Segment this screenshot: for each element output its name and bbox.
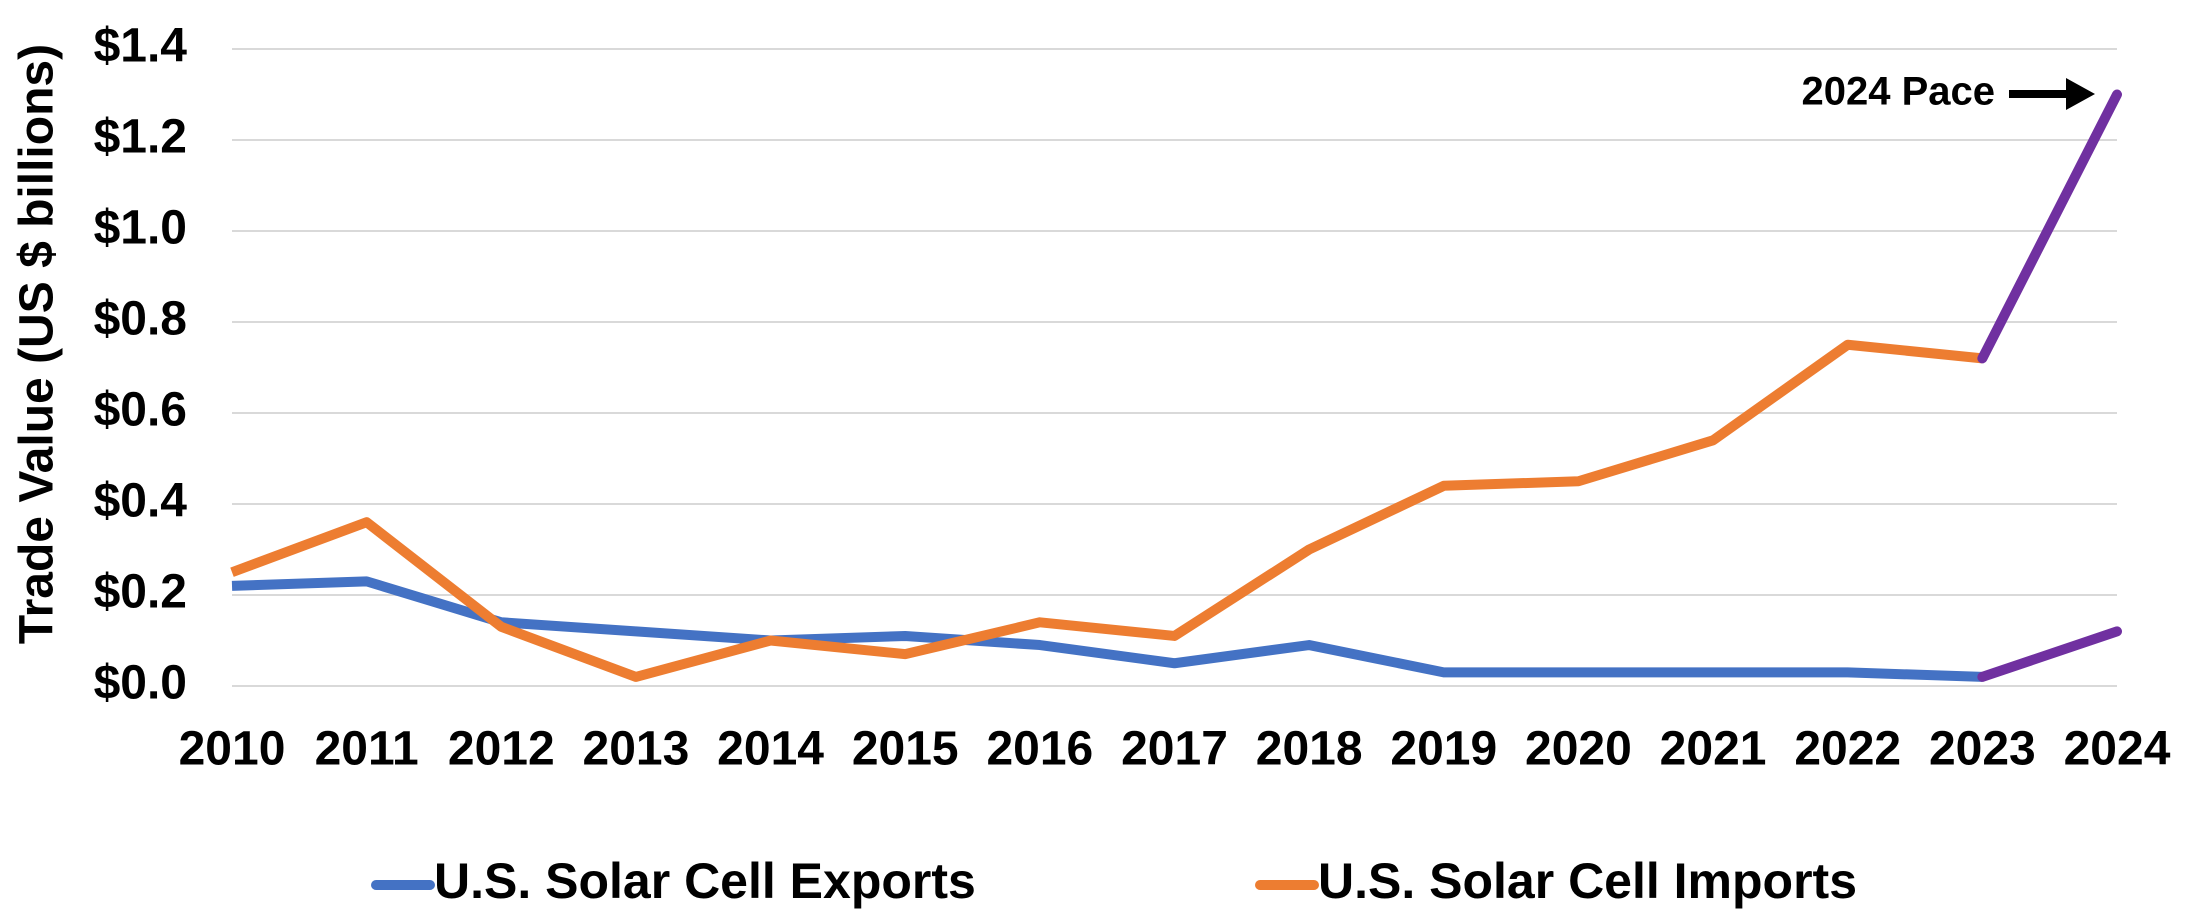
x-tick-label: 2010: [179, 723, 286, 776]
x-tick-label: 2016: [986, 723, 1093, 776]
annotation: 2024 Pace: [1801, 70, 1995, 114]
y-tick-label: $1.4: [94, 20, 188, 73]
pace-line: [1977, 89, 2122, 364]
x-tick-label: 2018: [1256, 723, 1363, 776]
x-tick-label: 2011: [315, 723, 419, 776]
y-axis-title: Trade Value (US $ billions): [11, 44, 64, 644]
pace-line: [1977, 626, 2122, 682]
annotation-arrowhead: [2066, 78, 2095, 110]
x-tick-label: 2012: [448, 723, 555, 776]
x-tick-label: 2020: [1525, 723, 1632, 776]
y-tick-label: $0.0: [94, 657, 187, 710]
legend-label: U.S. Solar Cell Exports: [434, 853, 976, 909]
y-tick-label: $1.2: [94, 111, 187, 164]
x-tick-label: 2023: [1929, 723, 2036, 776]
legend-label: U.S. Solar Cell Imports: [1318, 853, 1857, 909]
x-tick-label: 2015: [852, 723, 959, 776]
y-tick-label: $0.2: [94, 566, 187, 619]
x-tick-label: 2014: [717, 723, 824, 776]
y-tick-label: $0.8: [94, 293, 187, 346]
x-tick-label: 2017: [1121, 723, 1228, 776]
y-tick-label: $0.4: [94, 475, 188, 528]
series-line: [231, 576, 1983, 682]
x-tick-label: 2013: [583, 723, 690, 776]
y-tick-label: $0.6: [94, 384, 187, 437]
x-tick-label: 2021: [1660, 723, 1767, 776]
x-tick-label: 2022: [1794, 723, 1901, 776]
y-tick-label: $1.0: [94, 202, 187, 255]
x-tick-label: 2019: [1390, 723, 1497, 776]
x-tick-label: 2024: [2064, 723, 2171, 776]
series-line: [230, 339, 1983, 682]
